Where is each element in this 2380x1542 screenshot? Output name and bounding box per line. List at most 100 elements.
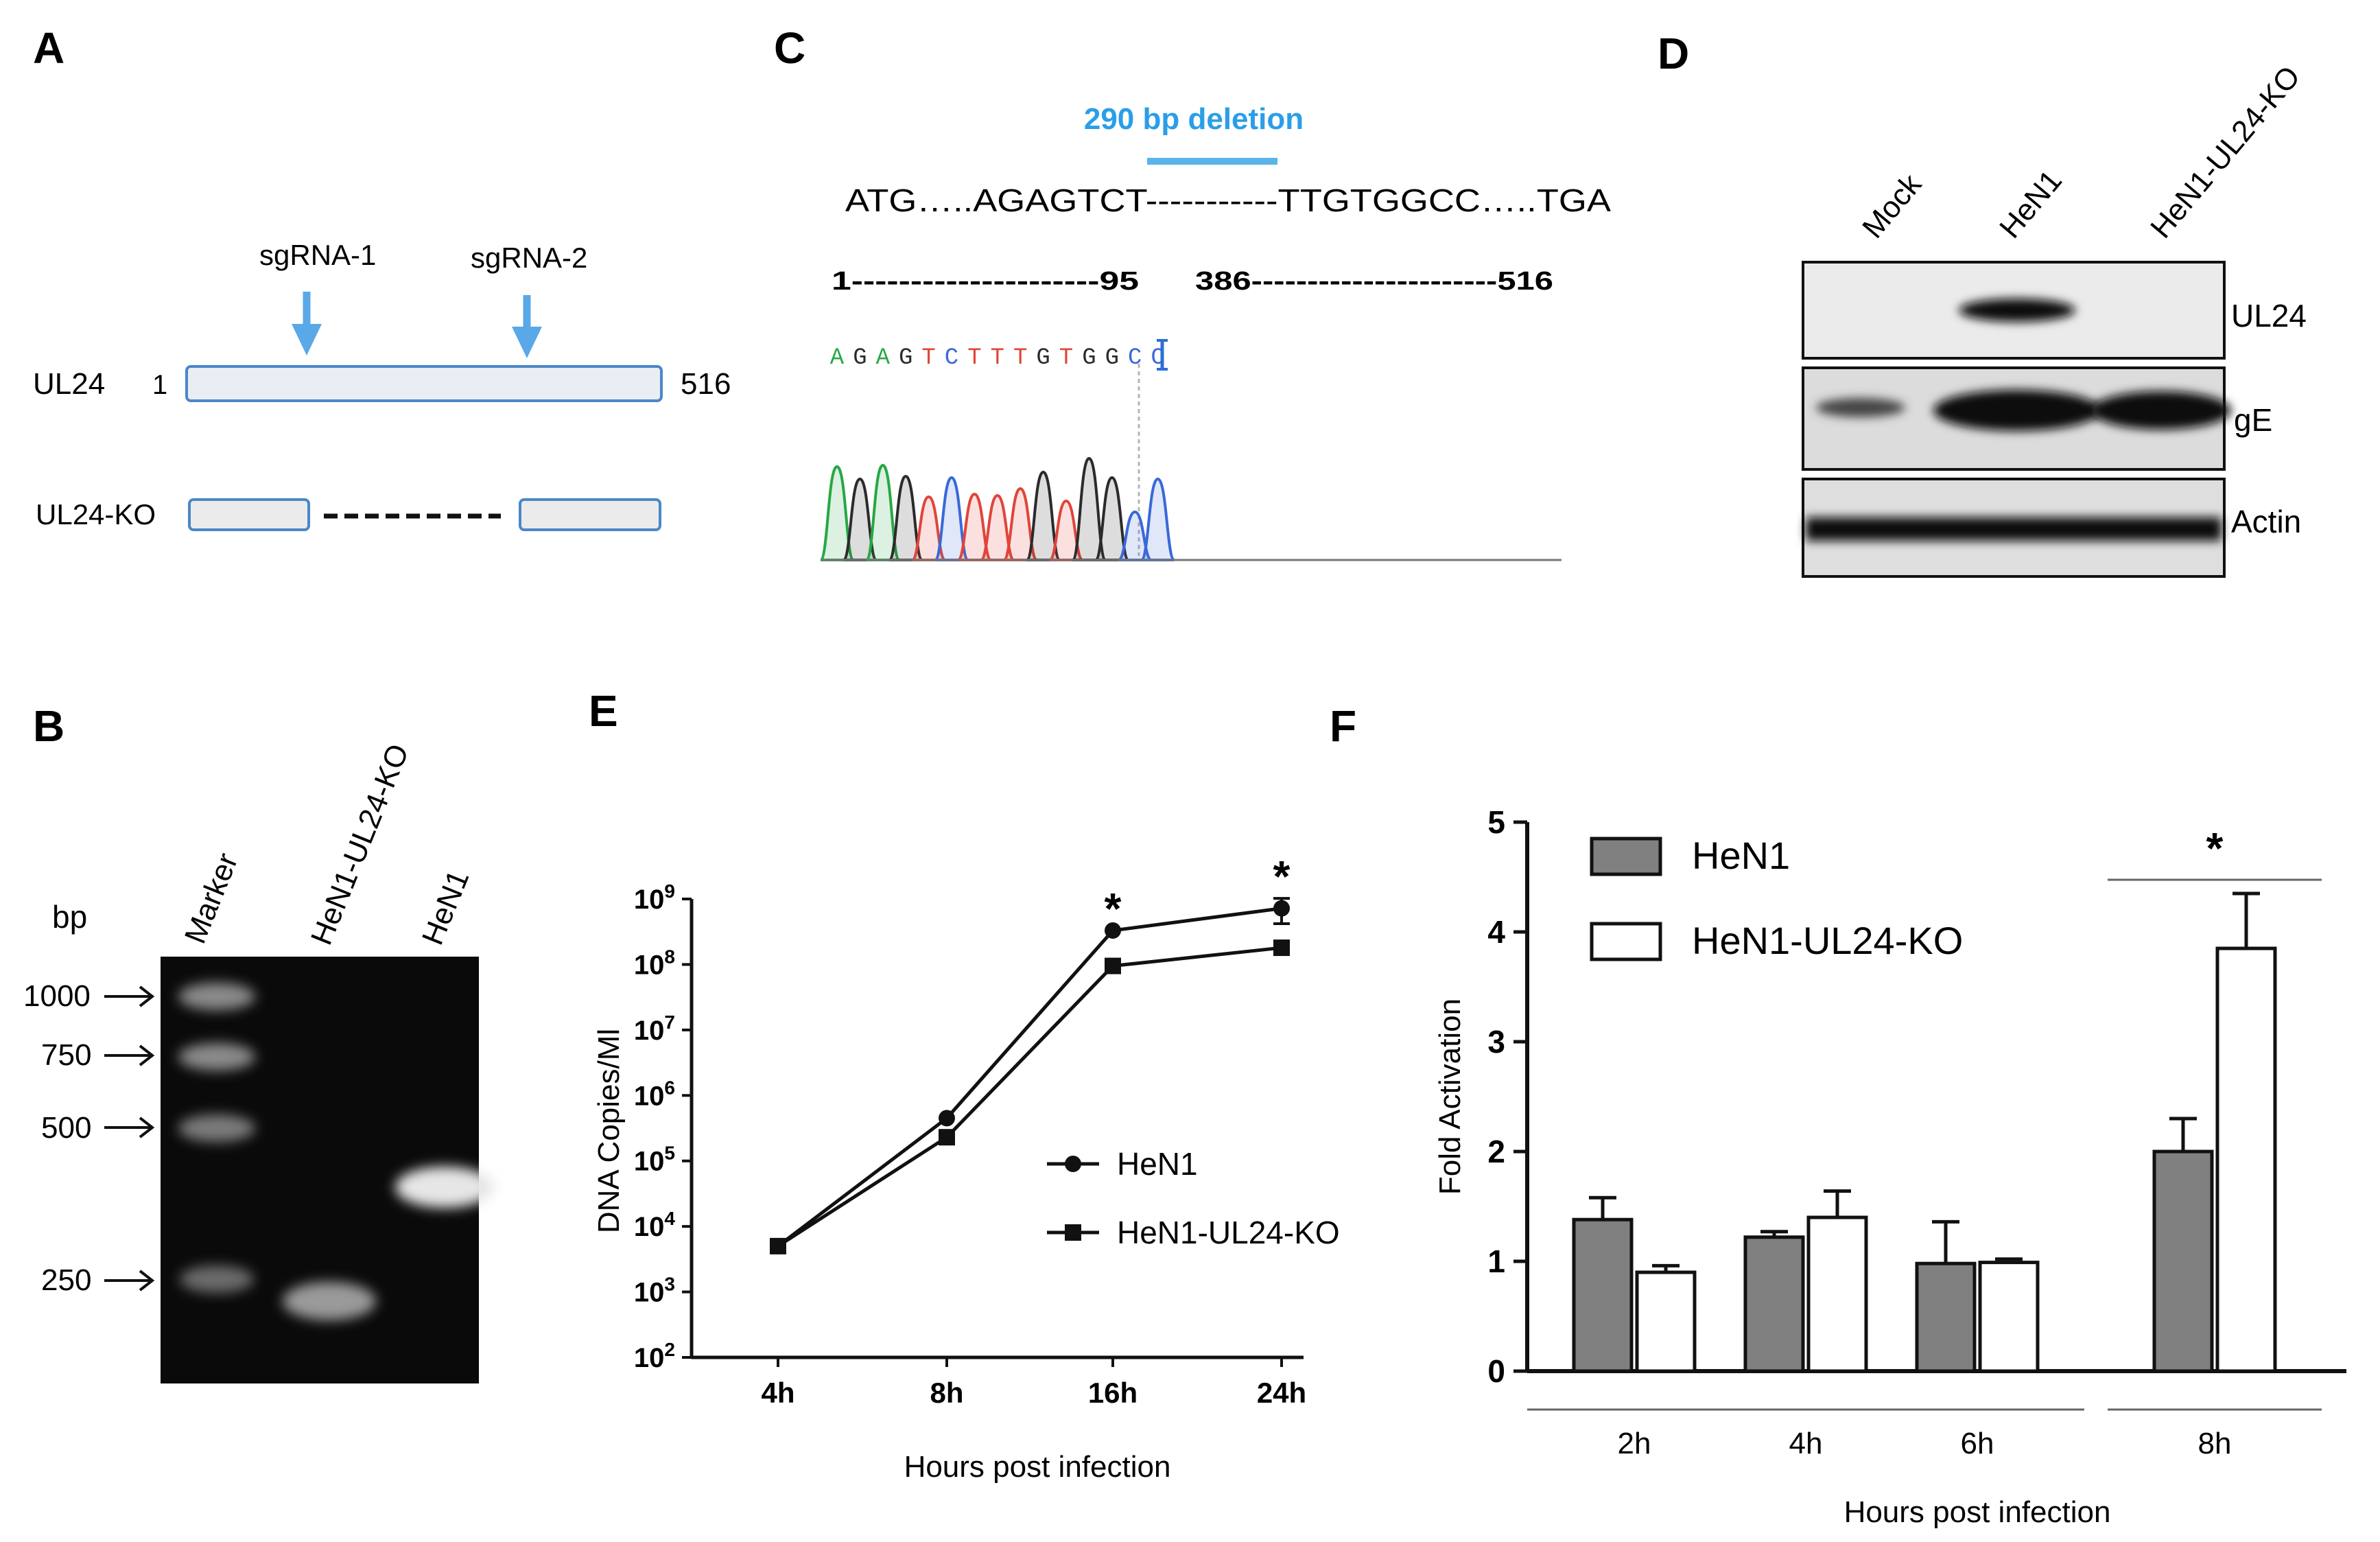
marker-label-750: 750 (41, 1038, 91, 1072)
x-tick-label: 6h (1961, 1427, 1994, 1460)
lane-label-hen1: HeN1 (1993, 164, 2069, 245)
y-tick-label: 4 (1487, 914, 1505, 950)
legend-swatch (1590, 837, 1662, 876)
legend-swatch (1590, 922, 1662, 961)
y-tick-label: 107 (634, 1012, 675, 1046)
base-letter: T (1013, 345, 1027, 371)
sgrna1-arrow-icon (292, 292, 322, 355)
marker-label-250: 250 (41, 1263, 91, 1297)
blot-ul24: UL24 (1802, 261, 2307, 360)
sgrna2-arrow-icon (512, 295, 542, 358)
base-letter: G (853, 345, 867, 371)
chromatogram-peak (1140, 477, 1176, 561)
base-letter: A (830, 345, 845, 371)
band-ko (283, 1282, 376, 1320)
legend-label: HeN1-UL24-KO (1117, 1215, 1340, 1250)
sequence-text: ATG…..AGAGTCT-----------TTGTGGCC…..TGA (845, 183, 1611, 218)
legend-label: HeN1 (1117, 1146, 1198, 1182)
base-letter: T (967, 345, 981, 371)
data-point-circle (1273, 900, 1290, 917)
base-letter: C (945, 345, 958, 371)
y-axis-label: DNA Copies/Ml (592, 1029, 626, 1233)
chromatogram-peak (910, 495, 947, 561)
arrow-500-icon (104, 1117, 155, 1138)
base-letter: T (921, 345, 935, 371)
panel-f: F 0 1 2 3 4 5 Fold Activation Hours post infect… (1330, 701, 2346, 1529)
ul24-gene-bar (185, 365, 663, 402)
y-axis-label: Fold Activation (1433, 998, 1467, 1195)
band-hen1 (395, 1167, 494, 1208)
bar-ko (1806, 1215, 1868, 1373)
y-tick-label: 104 (634, 1208, 676, 1242)
bar-hen1 (1915, 1261, 1977, 1373)
panel-f-letter: F (1330, 701, 1356, 751)
chromatogram-peak (956, 492, 993, 561)
base-letter: A (876, 345, 891, 371)
chromatogram-peak (842, 477, 878, 561)
band-ge-ko (2091, 391, 2231, 430)
x-tick-label: 16h (1088, 1377, 1138, 1409)
panel-d: D Mock HeN1 HeN1-UL24-KO UL24 gE Actin (1658, 29, 2307, 578)
bp-label: bp (52, 899, 87, 935)
marker-band-250 (180, 1265, 254, 1293)
bar-ko (1978, 1261, 2040, 1373)
chromatogram-peak (1048, 499, 1084, 561)
marker-band-1000 (178, 983, 255, 1010)
band-actin (1806, 517, 2222, 541)
blot-actin: Actin (1802, 478, 2301, 578)
chart-e: 102 103 104 105 106 107 108 109 4h 8h 16h 24h Hours … (592, 852, 1340, 1484)
ul24-label: UL24 (33, 367, 105, 401)
x-tick-label: 4h (761, 1377, 794, 1409)
y-tick-label: 105 (634, 1143, 675, 1177)
panel-d-letter: D (1658, 29, 1689, 78)
arrow-1000-icon (104, 985, 155, 1007)
legend-marker-square (1065, 1224, 1081, 1241)
x-tick-label: 2h (1618, 1427, 1651, 1460)
bar-hen1 (2152, 1149, 2214, 1373)
base-letter: T (1059, 345, 1073, 371)
arrow-750-icon (104, 1044, 155, 1066)
x-tick-label: 8h (2198, 1427, 2232, 1460)
legend-label: HeN1-UL24-KO (1692, 919, 1963, 962)
base-letter: G (899, 345, 912, 371)
bar-ko (2215, 946, 2277, 1373)
marker-arrows (104, 985, 155, 1292)
data-point-circle (939, 1110, 955, 1127)
ul24-start: 1 (152, 370, 167, 400)
base-letter: G (1036, 345, 1050, 371)
blot-label-ge: gE (2234, 402, 2272, 438)
y-tick-label: 109 (634, 880, 675, 915)
panel-a: A sgRNA-1 sgRNA-2 UL24 1 516 UL24-KO (33, 23, 731, 531)
y-tick-label: 102 (634, 1339, 675, 1373)
marker-size-labels: 1000 750 500 250 (23, 979, 91, 1297)
chromatogram-peak (1118, 510, 1153, 561)
data-point-square (1273, 939, 1290, 957)
y-tick-label: 106 (634, 1077, 675, 1111)
lane-label-ko: HeN1-UL24-KO (305, 739, 416, 949)
significance-marker: * (2206, 823, 2224, 873)
y-tick-label: 108 (634, 946, 675, 980)
blot-label-actin: Actin (2231, 504, 2301, 539)
bar-hen1 (1572, 1217, 1634, 1373)
ko-fragment-right (519, 498, 661, 531)
gel-bands (178, 983, 494, 1320)
significance-marker: * (1105, 884, 1122, 933)
panel-e: E 102 103 104 105 106 107 108 109 4h 8h 16h 24h Hour… (589, 686, 1340, 1484)
marker-label-500: 500 (41, 1111, 91, 1145)
base-letter: G (1082, 345, 1096, 371)
data-point-circle (1105, 922, 1121, 939)
y-tick-label: 0 (1487, 1353, 1505, 1389)
panel-e-letter: E (589, 686, 618, 736)
x-tick-label: 24h (1257, 1377, 1306, 1409)
panel-c: C 290 bp deletion ATG…..AGAGTCT---------… (774, 23, 1611, 561)
panel-c-letter: C (774, 23, 805, 73)
x-tick-label: 8h (930, 1377, 963, 1409)
range-right: 386----------------------516 (1195, 267, 1553, 296)
lane-label-hen1-ul24-ko: HeN1-UL24-KO (2144, 60, 2307, 244)
lane-label-marker: Marker (178, 848, 245, 948)
series-line-circle (777, 907, 1282, 1248)
data-point-square (939, 1129, 955, 1146)
blot-label-ul24: UL24 (2231, 298, 2307, 334)
